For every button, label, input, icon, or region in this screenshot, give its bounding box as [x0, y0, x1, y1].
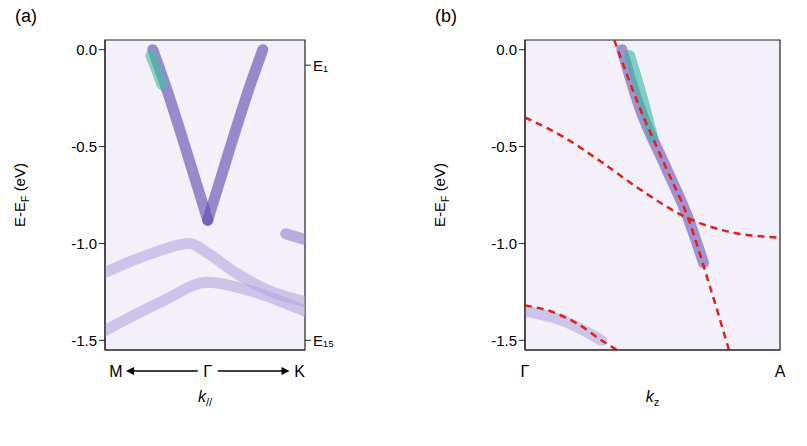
- svg-text:0.0: 0.0: [496, 41, 517, 58]
- svg-text:-1.0: -1.0: [491, 235, 517, 252]
- svg-text:E₁: E₁: [313, 57, 328, 74]
- html-text:(b): (b): [435, 6, 457, 26]
- svg-text:-1.5: -1.5: [491, 332, 517, 349]
- svg-text:Γ: Γ: [521, 363, 530, 380]
- html-text:F: F: [439, 195, 451, 202]
- svg-text:A: A: [775, 363, 786, 380]
- html-text:E-E: E-E: [431, 202, 448, 227]
- svg-text:-0.5: -0.5: [491, 138, 517, 155]
- html-text:(a): (a): [15, 6, 37, 26]
- html-text:(eV): (eV): [431, 163, 448, 196]
- svg-text:E₁₅: E₁₅: [313, 332, 334, 349]
- html-text:kz: kz: [645, 388, 660, 409]
- svg-text:-0.5: -0.5: [71, 138, 97, 155]
- svg-text:-1.5: -1.5: [71, 332, 97, 349]
- html-text:E-E: E-E: [11, 202, 28, 227]
- svg-text:-1.0: -1.0: [71, 235, 97, 252]
- svg-text:K: K: [294, 363, 305, 380]
- svg-text:0.0: 0.0: [76, 41, 97, 58]
- html-text:k//: k//: [197, 388, 213, 409]
- html-text:F: F: [19, 195, 31, 202]
- svg-text:Γ: Γ: [203, 363, 212, 380]
- svg-text:M: M: [109, 363, 122, 380]
- html-text:(eV): (eV): [11, 163, 28, 196]
